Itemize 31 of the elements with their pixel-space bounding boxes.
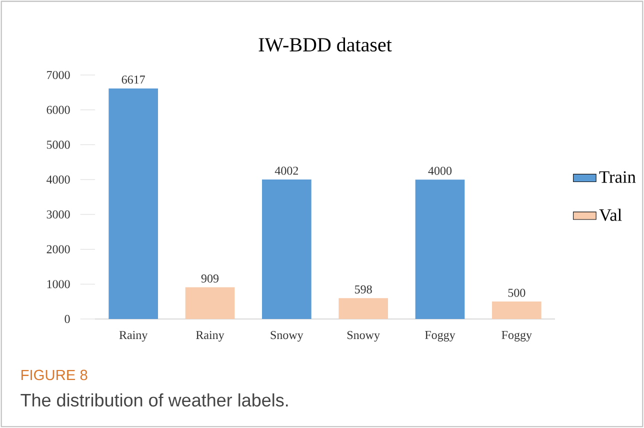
x-tick-label: Rainy [196, 331, 224, 342]
legend-label: Train [599, 171, 636, 183]
bar [415, 180, 465, 319]
data-label: 500 [508, 288, 526, 297]
text: The distribution of weather labels. [20, 393, 288, 407]
y-tick-label: 0 [64, 314, 70, 324]
bar [185, 287, 235, 319]
caption: FIGURE 8 [21, 370, 88, 380]
legend-label: Val [599, 208, 622, 222]
data-label: 6617 [122, 76, 145, 84]
y-tick-label: 4000 [46, 176, 70, 184]
data-label: 4002 [274, 166, 298, 175]
x-tick-label: Snowy [347, 331, 380, 342]
y-tick-label: 2000 [46, 245, 70, 254]
bar [338, 298, 388, 319]
data-label: 598 [355, 285, 372, 294]
x-tick-label: Rainy [119, 331, 148, 342]
y-tick-label: 1000 [47, 280, 70, 288]
bar [108, 88, 158, 319]
y-tick-label: 7000 [47, 70, 70, 80]
y-tick-label: 6000 [46, 106, 70, 114]
x-tick-label: Foggy [502, 331, 532, 342]
y-tick-label: 3000 [46, 210, 70, 218]
bar [262, 180, 312, 319]
x-tick-label: Foggy [425, 331, 456, 342]
y-tick-label: 5000 [46, 140, 70, 149]
data-label: 909 [201, 274, 218, 283]
bar [492, 302, 542, 319]
data-label: 4000 [428, 166, 452, 175]
chart-title: IW-BDD dataset [258, 37, 392, 52]
x-tick-label: Snowy [270, 331, 304, 342]
